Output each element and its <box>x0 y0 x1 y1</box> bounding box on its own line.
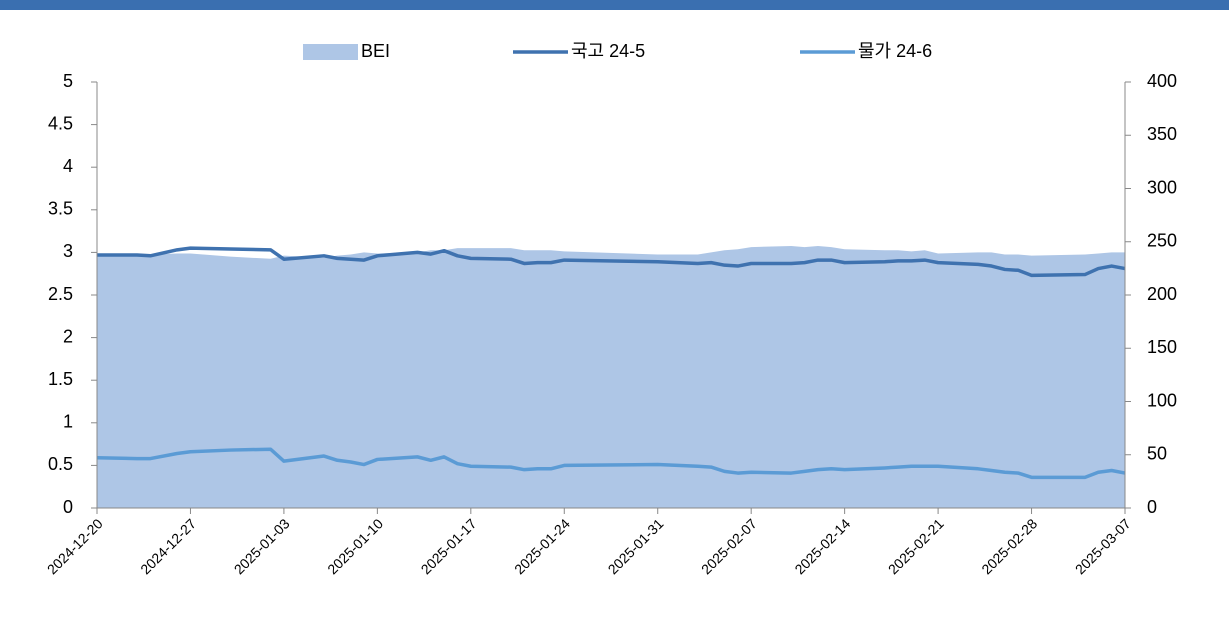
y-tick-label: 1 <box>63 412 73 432</box>
y2-tick-label: 150 <box>1147 337 1177 357</box>
x-tick-label: 2025-01-10 <box>324 515 386 577</box>
y-tick-label: 4 <box>63 156 73 176</box>
y2-tick-label: 250 <box>1147 231 1177 251</box>
series-line <box>96 447 1126 480</box>
x-tick-label: 2024-12-27 <box>137 515 199 577</box>
y2-tick-label: 350 <box>1147 124 1177 144</box>
y-tick-label: 3.5 <box>48 199 73 219</box>
legend-label: 국고 24-5 <box>571 41 645 61</box>
y-tick-label: 4.5 <box>48 113 73 133</box>
x-tick-label: 2025-02-28 <box>978 515 1040 577</box>
x-tick-label: 2025-01-31 <box>605 515 667 577</box>
y2-tick-label: 0 <box>1147 497 1157 517</box>
x-tick-label: 2025-02-14 <box>791 515 853 577</box>
y2-tick-label: 200 <box>1147 284 1177 304</box>
top-band <box>0 0 1229 10</box>
y-tick-label: 2 <box>63 326 73 346</box>
legend-swatch <box>303 44 358 60</box>
y2-tick-label: 100 <box>1147 390 1177 410</box>
x-tick-label: 2025-01-03 <box>231 515 293 577</box>
y-tick-label: 0 <box>63 497 73 517</box>
x-tick-label: 2025-02-07 <box>698 515 760 577</box>
x-tick-label: 2024-12-20 <box>44 515 106 577</box>
y-tick-label: 5 <box>63 71 73 91</box>
y-tick-label: 3 <box>63 241 73 261</box>
legend-label: 물가 24-6 <box>858 41 932 61</box>
x-tick-label: 2025-02-21 <box>885 515 947 577</box>
x-tick-label: 2025-01-24 <box>511 515 573 577</box>
x-tick-label: 2025-03-07 <box>1072 515 1134 577</box>
series-line <box>97 246 1126 278</box>
y-tick-label: 0.5 <box>48 454 73 474</box>
y2-tick-label: 300 <box>1147 177 1177 197</box>
bei-area <box>97 246 1125 508</box>
legend-label: BEI <box>361 41 390 61</box>
x-tick-label: 2025-01-17 <box>418 515 480 577</box>
y-tick-label: 2.5 <box>48 284 73 304</box>
y-tick-label: 1.5 <box>48 369 73 389</box>
y2-tick-label: 400 <box>1147 71 1177 91</box>
y2-tick-label: 50 <box>1147 444 1167 464</box>
